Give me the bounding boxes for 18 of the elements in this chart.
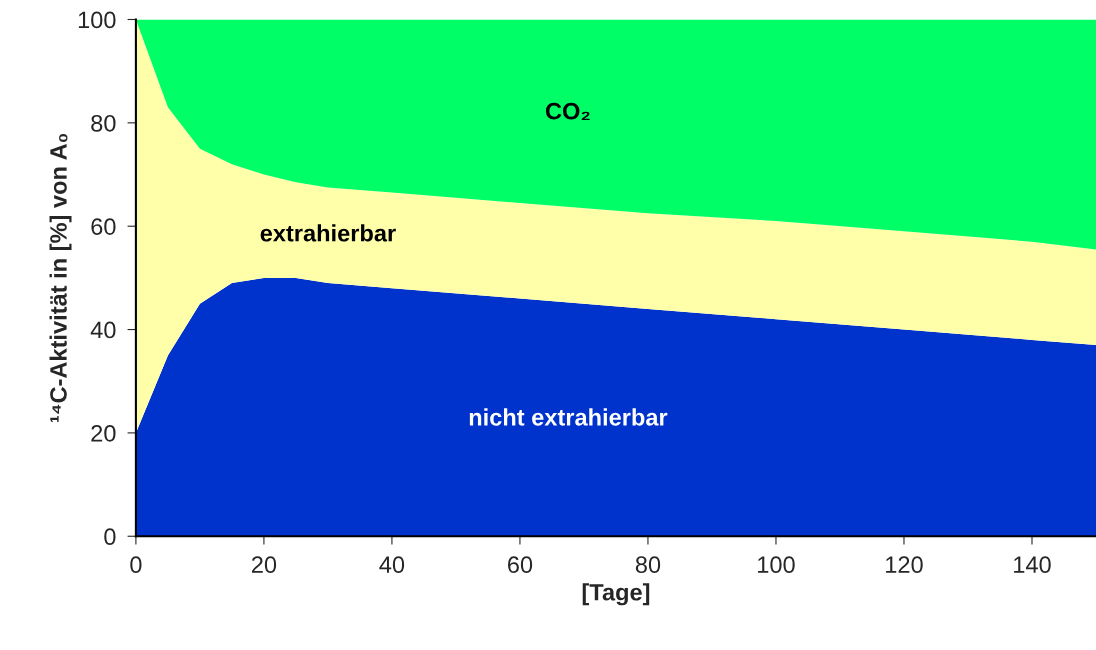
x-tick-label: 100 xyxy=(758,556,795,574)
x-tick-label: 80 xyxy=(635,556,661,574)
y-tick-label: 80 xyxy=(91,114,116,132)
x-tick-label: 120 xyxy=(886,556,923,574)
y-tick-label: 40 xyxy=(90,321,116,339)
series-label: extrahierbar xyxy=(260,224,396,242)
x-axis-title: [Tage] xyxy=(582,583,650,606)
x-tick-label: 0 xyxy=(130,556,142,574)
x-tick-label: 40 xyxy=(379,556,405,574)
x-tick-label: 60 xyxy=(508,556,533,574)
y-tick-label: 60 xyxy=(91,218,116,235)
y-tick-label: 0 xyxy=(104,528,116,546)
series-label: CO₂ xyxy=(545,102,590,120)
y-tick-label: 20 xyxy=(91,424,116,442)
x-tick-label: 140 xyxy=(1014,556,1051,574)
y-tick-label: 100 xyxy=(78,11,116,29)
x-tick-label: 20 xyxy=(251,556,277,574)
y-axis-title: ¹⁴C-Aktivität in [%] von A₀ xyxy=(49,134,72,423)
